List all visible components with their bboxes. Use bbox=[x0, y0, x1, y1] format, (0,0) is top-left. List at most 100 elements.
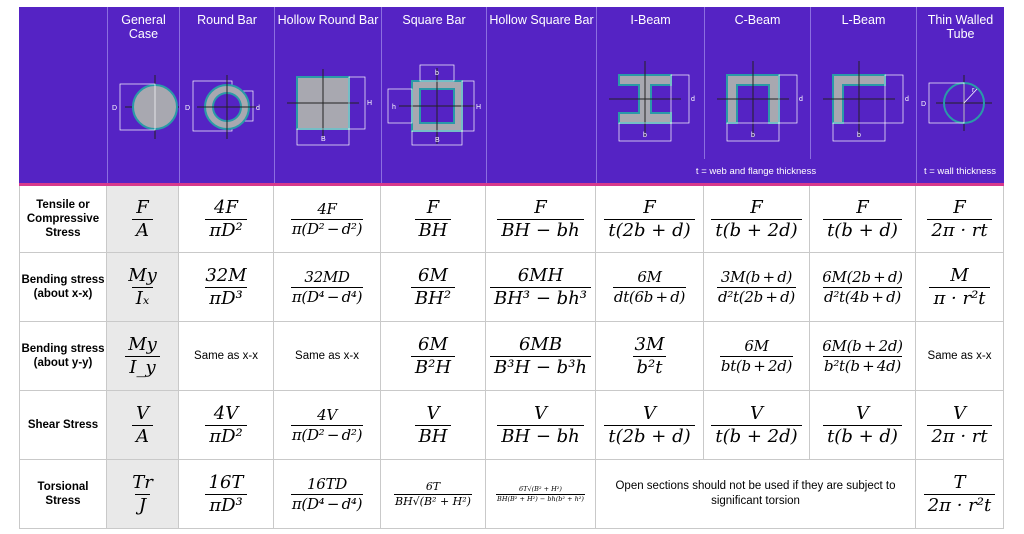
denominator: 2π · rt bbox=[927, 424, 992, 448]
fraction: 4F π(D² − d²) bbox=[290, 199, 364, 239]
numerator: 6M bbox=[637, 267, 662, 286]
header-divider bbox=[19, 183, 1004, 186]
column-title: Round Bar bbox=[197, 13, 257, 27]
formula-cell: 4F πD² bbox=[179, 186, 274, 253]
denominator: t(b + 2d) bbox=[711, 218, 802, 242]
dimension-label: D bbox=[921, 101, 926, 108]
fraction: My I_y bbox=[124, 334, 161, 379]
column-title: Hollow Square Bar bbox=[489, 13, 594, 27]
dimension-label: b bbox=[435, 70, 439, 77]
denominator: BH(B² + H²) − bh(b² + h²) bbox=[496, 493, 585, 503]
numerator: 32M bbox=[205, 264, 247, 286]
numerator: 6M bbox=[744, 336, 769, 355]
denominator: t(2b + d) bbox=[604, 218, 695, 242]
row-label: Bending stress (about x-x) bbox=[19, 253, 107, 322]
formula-cell: 4V πD² bbox=[179, 391, 274, 460]
fraction: 6M B²H bbox=[410, 333, 456, 379]
numerator: 4V bbox=[213, 402, 239, 424]
numerator: 6M(b + 2d) bbox=[822, 336, 903, 355]
numerator: 4F bbox=[214, 196, 238, 218]
column-header-l-beam: L-Beam d b bbox=[810, 7, 916, 159]
numerator: My bbox=[128, 264, 157, 286]
fraction: 32M πD³ bbox=[201, 265, 250, 310]
fraction: F BH − bh bbox=[497, 197, 584, 242]
numerator: 6M(2b + d) bbox=[822, 267, 903, 286]
fraction: 16T πD³ bbox=[205, 472, 248, 517]
cross-section-diagram: HB bbox=[287, 69, 372, 146]
fraction: 16TD π(D⁴ − d⁴) bbox=[290, 475, 364, 514]
fraction: F BH bbox=[414, 196, 452, 242]
numerator: F bbox=[136, 196, 149, 218]
formula-cell: 3M b²t bbox=[596, 322, 704, 391]
denominator: BH³ − bh³ bbox=[490, 286, 591, 310]
formula-cell: 6MH BH³ − bh³ bbox=[486, 253, 596, 322]
cross-section-diagram: Dr bbox=[921, 75, 992, 131]
numerator: V bbox=[643, 402, 656, 424]
formula-cell: F 2π · rt bbox=[916, 186, 1004, 253]
denominator: BH − bh bbox=[497, 218, 584, 242]
numerator: 4F bbox=[317, 199, 337, 218]
column-title: I-Beam bbox=[630, 13, 671, 27]
denominator: πD² bbox=[205, 424, 247, 448]
denominator: t(2b + d) bbox=[604, 424, 695, 448]
denominator: d²t(2b + d) bbox=[717, 286, 796, 306]
denominator: t(b + 2d) bbox=[711, 424, 802, 448]
formula-cell: Tr J bbox=[107, 460, 179, 529]
denominator: πD³ bbox=[205, 493, 247, 517]
numerator: F bbox=[750, 196, 763, 218]
formula-cell: 6M(b + 2d) b²t(b + 4d) bbox=[810, 322, 916, 391]
dimension-label: b bbox=[751, 132, 755, 139]
denominator: BH² bbox=[410, 286, 456, 310]
cell-text: Same as x-x bbox=[295, 349, 359, 362]
numerator: 32MD bbox=[304, 267, 350, 286]
formula-cell: F BH − bh bbox=[486, 186, 596, 253]
cross-section-diagram: db bbox=[717, 61, 803, 142]
dimension-label: D bbox=[112, 105, 117, 112]
numerator: F bbox=[426, 196, 440, 218]
fraction: 6M bt(b + 2d) bbox=[719, 336, 794, 376]
dimension-label: b bbox=[643, 132, 647, 139]
column-title: C-Beam bbox=[734, 13, 781, 27]
dimension-label: h bbox=[392, 104, 396, 111]
numerator: F bbox=[534, 196, 547, 218]
fraction: V BH bbox=[414, 402, 452, 448]
column-title: General Case bbox=[121, 13, 166, 41]
numerator: 3M(b + d) bbox=[720, 267, 793, 286]
denominator: BH bbox=[414, 424, 452, 448]
denominator: π · r²t bbox=[929, 286, 990, 310]
fraction: V BH − bh bbox=[497, 403, 584, 448]
denominator: BH bbox=[414, 218, 452, 242]
numerator: V bbox=[426, 402, 440, 424]
fraction: 6T√(B² + H²) BH(B² + H²) − bh(b² + h²) bbox=[496, 485, 585, 504]
numerator: V bbox=[952, 402, 966, 424]
numerator: 6M bbox=[418, 333, 448, 355]
row-label: Torsional Stress bbox=[19, 460, 107, 529]
dimension-label: d bbox=[799, 96, 803, 103]
denominator: B³H − b³h bbox=[490, 355, 591, 379]
fraction: 6MH BH³ − bh³ bbox=[490, 265, 591, 310]
dimension-label: d bbox=[691, 96, 695, 103]
text-cell: Same as x-x bbox=[179, 322, 274, 391]
cross-section-diagram: db bbox=[823, 61, 909, 142]
denominator: B²H bbox=[410, 355, 456, 379]
numerator: V bbox=[750, 402, 763, 424]
formula-cell: T 2π · r²t bbox=[916, 460, 1004, 529]
column-header-square-bar: Square Bar h b B H bbox=[381, 7, 486, 183]
denominator: BH√(B² + H²) bbox=[394, 493, 472, 508]
denominator: BH − bh bbox=[497, 424, 584, 448]
formula-cell: 6M dt(6b + d) bbox=[596, 253, 704, 322]
dimension-label: d bbox=[256, 105, 260, 112]
formula-cell: V 2π · rt bbox=[916, 391, 1004, 460]
numerator: 4V bbox=[317, 405, 337, 424]
column-header-hollow-round-bar: Hollow Round Bar H B bbox=[274, 7, 381, 183]
denominator: bt(b + 2d) bbox=[719, 355, 794, 375]
row-label: Shear Stress bbox=[19, 391, 107, 460]
formula-cell: My I_y bbox=[107, 322, 179, 391]
denominator: t(b + d) bbox=[823, 218, 902, 242]
